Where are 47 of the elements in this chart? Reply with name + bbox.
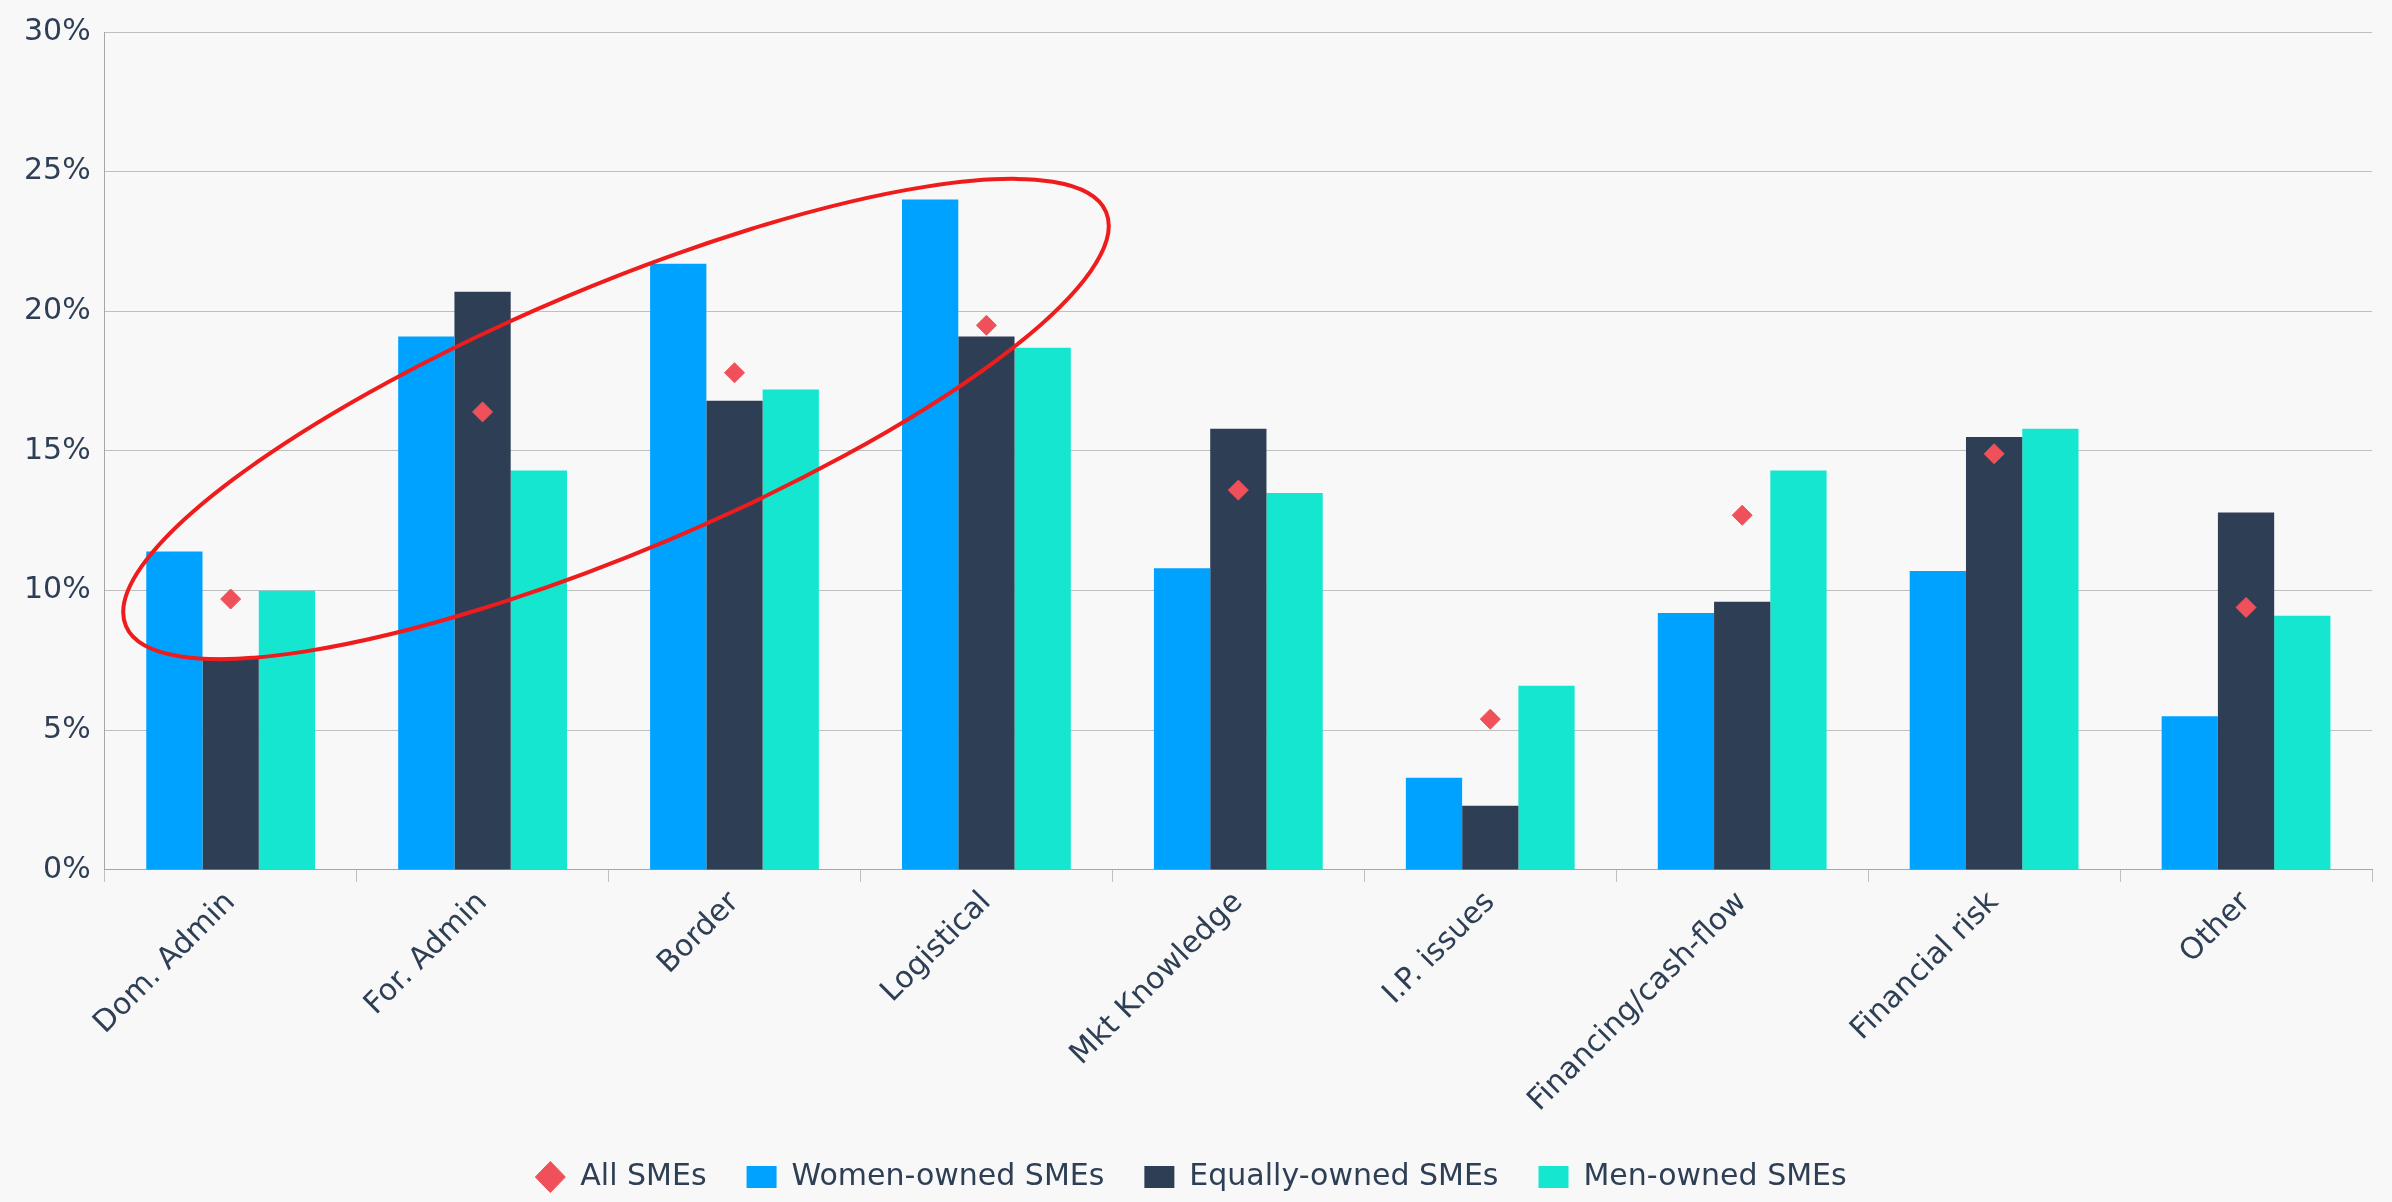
bar (650, 263, 707, 870)
point (1731, 504, 1753, 526)
legend-label: Men-owned SMEs (1583, 1156, 1847, 1192)
bar (2022, 428, 2079, 870)
point (975, 314, 997, 336)
bar (1153, 568, 1211, 870)
y-tick-label: 25% (23, 151, 91, 187)
y-tick-label: 30% (23, 11, 91, 47)
bar (1014, 347, 1071, 870)
y-tick-label: 15% (23, 430, 91, 466)
legend-label: Women-owned SMEs (791, 1156, 1105, 1192)
bar (1965, 437, 2023, 870)
legend-label: Equally-owned SMEs (1189, 1156, 1499, 1192)
bar (1518, 685, 1575, 870)
y-tick-label: 0% (43, 849, 91, 885)
bar (2161, 716, 2218, 870)
bar (902, 199, 959, 870)
point (1479, 708, 1501, 730)
point (220, 588, 242, 610)
bar (958, 336, 1015, 870)
bar (762, 389, 819, 870)
bar (146, 551, 203, 870)
bar (1770, 470, 1827, 870)
bar (202, 657, 259, 870)
bar (706, 400, 763, 870)
point (723, 362, 745, 384)
y-tick-label: 5% (43, 710, 91, 746)
bar (398, 336, 455, 870)
bar (1657, 613, 1715, 870)
bar (1462, 805, 1519, 870)
bar (1266, 492, 1323, 870)
bar (258, 590, 316, 870)
point (472, 401, 494, 423)
bar (510, 470, 567, 870)
bar (1210, 428, 1267, 870)
point (2235, 596, 2257, 618)
bar (2274, 615, 2331, 870)
y-tick-label: 20% (23, 291, 91, 327)
bar (2217, 512, 2275, 870)
bar (454, 291, 511, 870)
bar (1909, 571, 1966, 870)
legend-label: All SMEs (580, 1156, 707, 1192)
point (1983, 443, 2005, 465)
point (1227, 479, 1249, 501)
bar (1405, 777, 1463, 870)
y-tick-label: 10% (23, 570, 91, 606)
bar (1714, 601, 1771, 870)
